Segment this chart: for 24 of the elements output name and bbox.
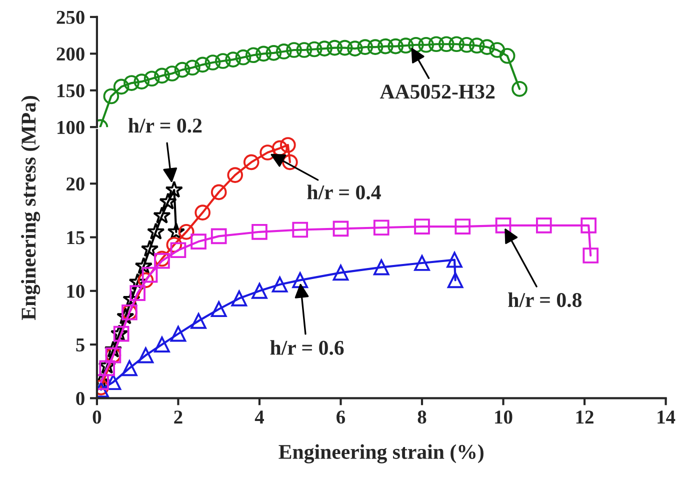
x-tick-label: 10 — [495, 410, 512, 424]
y-tick-label: 0 — [76, 392, 84, 406]
y-tick-label: 5 — [76, 338, 84, 352]
annotation: h/r = 0.2 — [128, 118, 202, 133]
x-tick-label: 8 — [418, 410, 426, 424]
x-axis-title: Engineering strain (%) — [278, 444, 484, 464]
y-tick-label: 150 — [58, 84, 84, 98]
annotation: AA5052-H32 — [380, 84, 495, 99]
y-tick-label: 10 — [67, 284, 84, 298]
y-tick-label: 15 — [67, 231, 84, 244]
y-tick-label: 20 — [66, 177, 84, 191]
y-tick-label: 200 — [56, 47, 84, 61]
annotation: h/r = 0.8 — [508, 292, 582, 308]
y-tick-label: 250 — [56, 10, 84, 24]
x-tick-label: 2 — [174, 410, 182, 424]
x-tick-label: 14 — [658, 410, 676, 424]
annotation: h/r = 0.6 — [270, 340, 344, 355]
x-tick-label: 0 — [92, 410, 102, 424]
y-axis-title: Engineering stress (MPa) — [21, 96, 40, 320]
x-tick-label: 6 — [336, 410, 346, 424]
annotation: h/r = 0.4 — [307, 184, 381, 200]
x-tick-label: 12 — [576, 410, 594, 424]
x-tick-label: 4 — [254, 410, 264, 424]
y-tick-label: 100 — [58, 120, 84, 134]
